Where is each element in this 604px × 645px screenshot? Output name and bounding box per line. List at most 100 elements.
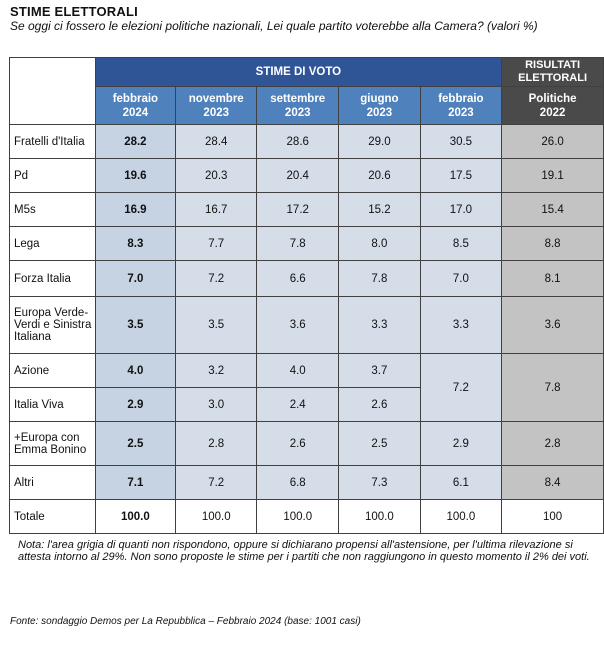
value-cell: 8.0 [338,226,421,261]
table-row: Fratelli d'Italia 28.2 28.4 28.6 29.0 30.5 26.… [9,124,604,159]
value-cell: 4.0 [94,353,177,388]
value-cell: 8.5 [419,226,503,261]
value-cell: 3.3 [338,296,421,354]
value-cell: 2.6 [338,387,421,422]
column-header: Politiche 2022 [501,86,604,125]
column-header-line: 2023 [448,106,474,119]
value-cell: 20.3 [175,158,258,193]
value-cell: 2.6 [256,421,340,466]
party-label: Forza Italia [9,260,96,297]
value-cell: 8.1 [501,260,604,297]
column-header-line: 2023 [366,106,393,119]
value-cell: 100.0 [419,499,503,534]
table-row: Forza Italia 7.0 7.2 6.6 7.8 7.0 8.1 [9,260,604,297]
column-header: novembre 2023 [175,86,258,125]
column-header-line: novembre [188,92,244,105]
value-cell: 17.5 [419,158,503,193]
column-header-line: 2024 [122,106,149,119]
party-label: Lega [9,226,96,261]
value-cell: 30.5 [419,124,503,159]
value-cell: 2.8 [501,421,604,466]
party-label: Altri [9,465,96,500]
value-cell: 7.0 [94,260,177,297]
value-cell: 28.2 [94,124,177,159]
value-cell: 7.0 [419,260,503,297]
value-cell: 2.5 [338,421,421,466]
column-header-line: 2023 [284,106,311,119]
value-cell: 2.9 [419,421,503,466]
party-label: Europa Verde-Verdi e Sinistra Italiana [9,296,96,354]
value-cell: 7.8 [338,260,421,297]
column-header-line: febbraio [438,92,484,105]
value-cell: 16.7 [175,192,258,227]
value-cell: 6.8 [256,465,340,500]
table-row: Europa Verde-Verdi e Sinistra Italiana 3.… [9,296,604,354]
value-cell: 7.1 [94,465,177,500]
value-cell: 3.0 [175,387,258,422]
table-row: Italia Viva 2.9 3.0 2.4 2.6 [9,387,604,422]
value-cell: 8.3 [94,226,177,261]
value-cell: 7.7 [175,226,258,261]
value-cell: 100.0 [94,499,177,534]
table-row: +Europa con Emma Bonino 2.5 2.8 2.6 2.5 2.9 2.… [9,421,604,466]
value-cell: 3.5 [94,296,177,354]
value-cell: 15.4 [501,192,604,227]
value-cell: 15.2 [338,192,421,227]
value-cell: 3.3 [419,296,503,354]
note-text: Nota: l'area grigia di quanti non rispon… [18,539,590,563]
party-label: Fratelli d'Italia [9,124,96,159]
merged-value-cell: 7.2 [419,353,503,422]
value-cell: 20.6 [338,158,421,193]
column-header: febbraio 2024 [94,86,177,125]
value-cell: 6.6 [256,260,340,297]
table-row: Azione 4.0 3.2 4.0 3.7 7.2 7.8 [9,353,604,422]
value-cell: 7.8 [256,226,340,261]
table-row: M5s 16.9 16.7 17.2 15.2 17.0 15.4 [9,192,604,227]
value-cell: 100.0 [175,499,258,534]
party-label: Totale [9,499,96,534]
column-header-line: giugno [360,92,399,105]
value-cell: 6.1 [419,465,503,500]
party-label: +Europa con Emma Bonino [9,421,96,466]
value-cell: 100.0 [338,499,421,534]
value-cell: 20.4 [256,158,340,193]
value-cell: 19.6 [94,158,177,193]
column-header: settembre 2023 [256,86,340,125]
column-header: febbraio 2023 [419,86,503,125]
value-cell: 26.0 [501,124,604,159]
corner-cell [9,57,96,125]
table-row: Totale 100.0 100.0 100.0 100.0 100.0 100 [9,499,604,534]
value-cell: 28.4 [175,124,258,159]
table-row: Altri 7.1 7.2 6.8 7.3 6.1 8.4 [9,465,604,500]
table-row: Lega 8.3 7.7 7.8 8.0 8.5 8.8 [9,226,604,261]
column-header-line: Politiche [528,92,577,105]
party-label: Pd [9,158,96,193]
table-row: Pd 19.6 20.3 20.4 20.6 17.5 19.1 [9,158,604,193]
value-cell: 100 [501,499,604,534]
value-cell: 19.1 [501,158,604,193]
value-cell: 7.2 [175,260,258,297]
value-cell: 17.2 [256,192,340,227]
value-cell: 17.0 [419,192,503,227]
value-cell: 3.6 [256,296,340,354]
group-header: STIME DI VOTO [94,57,503,87]
value-cell: 2.8 [175,421,258,466]
page-title: STIME ELETTORALI [10,4,138,19]
value-cell: 3.2 [175,353,258,388]
value-cell: 28.6 [256,124,340,159]
value-cell: 2.4 [256,387,340,422]
value-cell: 3.5 [175,296,258,354]
value-cell: 3.6 [501,296,604,354]
source-text: Fonte: sondaggio Demos per La Repubblica… [10,616,361,627]
column-header: giugno 2023 [338,86,421,125]
column-header-line: settembre [270,92,326,105]
party-label: Italia Viva [9,387,96,422]
value-cell: 8.8 [501,226,604,261]
value-cell: 100.0 [256,499,340,534]
column-header-line: febbraio [112,92,159,105]
value-cell: 2.9 [94,387,177,422]
value-cell: 2.5 [94,421,177,466]
party-label: M5s [9,192,96,227]
results-header: RISULTATI ELETTORALI [501,57,604,87]
value-cell: 7.3 [338,465,421,500]
